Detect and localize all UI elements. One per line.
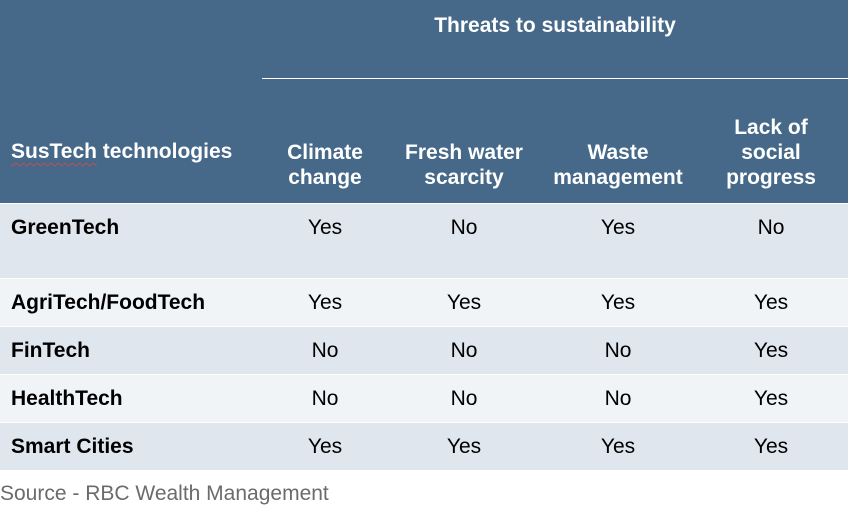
- row-header-technologies: technologies: [96, 140, 233, 163]
- column-header-climate-change: Climate change: [287, 141, 363, 189]
- table-cell: Yes: [307, 216, 343, 239]
- table-cell: No: [450, 339, 478, 362]
- sustech-table: Threats to sustainability SusTech techno…: [0, 0, 848, 470]
- table-cell: No: [311, 339, 339, 362]
- table-header: Threats to sustainability SusTech techno…: [0, 0, 848, 203]
- table-cell: No: [604, 339, 632, 362]
- table-cell: Yes: [600, 291, 636, 314]
- table-cell: Yes: [753, 339, 789, 362]
- table-cell: No: [450, 387, 478, 410]
- row-header-sustech: SusTech: [11, 140, 97, 163]
- table-cell: No: [757, 216, 785, 239]
- column-header-lack-of-social-progress: Lack of social progress: [726, 116, 816, 189]
- table-cell: No: [604, 387, 632, 410]
- table-cell: Yes: [753, 435, 789, 458]
- table-cell: Yes: [753, 291, 789, 314]
- table-cell: Yes: [600, 216, 636, 239]
- table-cell: Yes: [307, 291, 343, 314]
- table-row-fintech: FinTech No No No Yes: [0, 326, 848, 374]
- table-cell: Yes: [307, 435, 343, 458]
- source-note: Source - RBC Wealth Management: [0, 482, 329, 505]
- table-row-healthtech: HealthTech No No No Yes: [0, 374, 848, 422]
- column-header-waste-management: Waste management: [553, 141, 683, 189]
- group-divider: [262, 78, 848, 79]
- table-row-smart-cities: Smart Cities Yes Yes Yes Yes: [0, 422, 848, 470]
- table-cell: Yes: [446, 435, 482, 458]
- table-cell: Yes: [753, 387, 789, 410]
- row-label: Smart Cities: [11, 435, 134, 458]
- table-cell: No: [311, 387, 339, 410]
- row-label: FinTech: [11, 339, 90, 362]
- row-label: GreenTech: [11, 216, 120, 239]
- row-label: HealthTech: [11, 387, 123, 410]
- table-row-agritech: AgriTech/FoodTech Yes Yes Yes Yes: [0, 278, 848, 326]
- table-cell: No: [450, 216, 478, 239]
- group-title: Threats to sustainability: [434, 14, 676, 37]
- table-cell: Yes: [446, 291, 482, 314]
- table-cell: Yes: [600, 435, 636, 458]
- column-header-fresh-water-scarcity: Fresh water scarcity: [405, 141, 523, 189]
- row-header: SusTech technologies: [11, 140, 232, 164]
- row-label: AgriTech/FoodTech: [11, 291, 206, 314]
- table-row-greentech: GreenTech Yes No Yes No: [0, 203, 848, 278]
